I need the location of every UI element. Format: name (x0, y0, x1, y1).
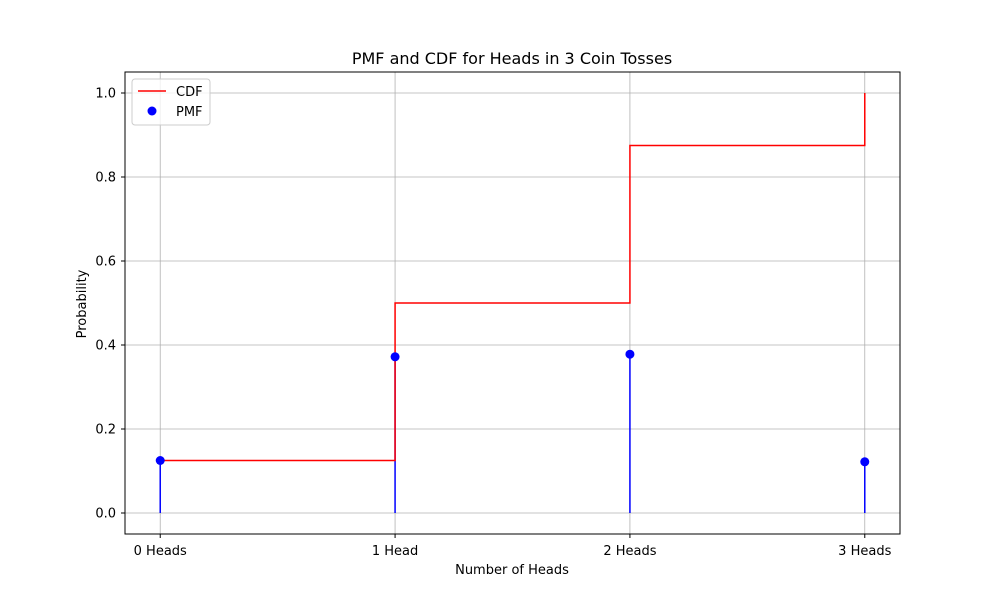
y-tick-label: 0.4 (95, 339, 116, 354)
plot-frame (124, 71, 901, 535)
cdf-step-line (160, 93, 866, 462)
y-axis-label: Probability (75, 269, 90, 338)
x-axis-label: Number of Heads (455, 563, 569, 578)
legend-pmf-label: PMF (176, 105, 203, 120)
chart-title: PMF and CDF for Heads in 3 Coin Tosses (352, 49, 672, 68)
x-tick-label: 3 Heads (838, 544, 891, 559)
grid (125, 72, 900, 534)
pmf-point (155, 456, 165, 465)
y-tick-label: 1.0 (95, 87, 116, 102)
legend-pmf-marker (147, 106, 157, 116)
legend-cdf-label: CDF (176, 85, 203, 100)
y-tick-label: 0.8 (95, 171, 116, 186)
y-tick-label: 0.0 (95, 507, 116, 522)
legend: CDF PMF (131, 78, 211, 126)
data-layer (155, 93, 870, 513)
x-tick-label: 0 Heads (134, 544, 187, 559)
pmf-point (390, 352, 400, 362)
y-tick-label: 0.6 (95, 255, 116, 270)
ticks: 0 Heads 1 Head 2 Heads 3 Heads 0.0 0.2 0.4 0.6 0… (95, 87, 891, 560)
pmf-point (625, 349, 635, 359)
y-tick-label: 0.2 (95, 423, 116, 438)
x-tick-label: 1 Head (372, 544, 418, 559)
pmf-point (860, 457, 870, 467)
x-tick-label: 2 Heads (603, 544, 656, 559)
